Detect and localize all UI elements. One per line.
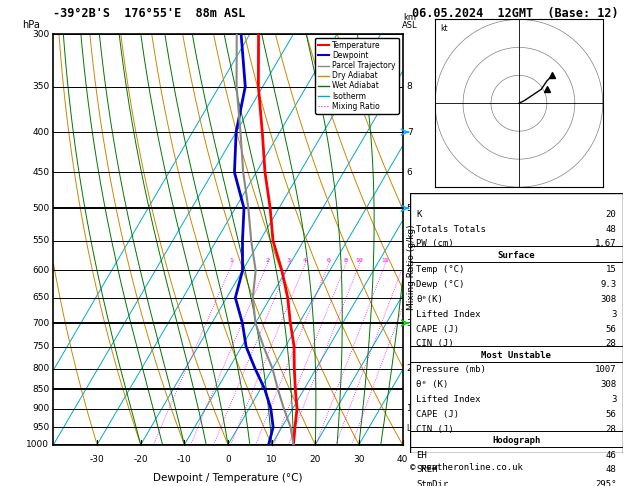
Text: 6: 6 [407, 168, 413, 177]
Text: 28: 28 [606, 339, 616, 348]
Text: 20: 20 [309, 455, 321, 464]
Text: 350: 350 [32, 82, 49, 91]
Text: 4: 4 [407, 266, 413, 275]
Text: 8: 8 [343, 258, 347, 262]
Text: 550: 550 [32, 236, 49, 245]
Text: 15: 15 [381, 258, 389, 262]
Text: θᵉ(K): θᵉ(K) [416, 295, 443, 304]
Text: 8: 8 [407, 82, 413, 91]
Text: EH: EH [416, 451, 427, 460]
Text: Hodograph: Hodograph [493, 436, 540, 445]
Text: Temp (°C): Temp (°C) [416, 265, 465, 274]
Text: 300: 300 [32, 30, 49, 38]
Text: Mixing Ratio (g/kg): Mixing Ratio (g/kg) [408, 225, 416, 310]
Text: Lifted Index: Lifted Index [416, 395, 481, 404]
Text: 1.67: 1.67 [595, 240, 616, 248]
Text: Lifted Index: Lifted Index [416, 310, 481, 319]
Text: 06.05.2024  12GMT  (Base: 12): 06.05.2024 12GMT (Base: 12) [412, 7, 618, 20]
Text: Pressure (mb): Pressure (mb) [416, 365, 486, 374]
Text: CAPE (J): CAPE (J) [416, 325, 460, 333]
Text: 950: 950 [32, 423, 49, 432]
Text: 40: 40 [397, 455, 408, 464]
Text: 46: 46 [606, 451, 616, 460]
Text: 2: 2 [265, 258, 269, 262]
Text: kt: kt [441, 24, 448, 33]
Text: 48: 48 [606, 466, 616, 474]
Text: Totals Totals: Totals Totals [416, 225, 486, 234]
Text: 700: 700 [32, 318, 49, 328]
Text: 7: 7 [407, 128, 413, 137]
Text: 400: 400 [32, 128, 49, 137]
Text: 20: 20 [606, 210, 616, 219]
Text: 3: 3 [287, 258, 291, 262]
Text: 15: 15 [606, 265, 616, 274]
Text: hPa: hPa [22, 20, 40, 30]
Text: -10: -10 [177, 455, 192, 464]
Text: 1: 1 [407, 404, 413, 413]
Text: 10: 10 [355, 258, 363, 262]
Text: 1: 1 [230, 258, 234, 262]
Text: 6: 6 [326, 258, 330, 262]
Text: θᵉ (K): θᵉ (K) [416, 380, 448, 389]
Text: 900: 900 [32, 404, 49, 413]
Text: 1007: 1007 [595, 365, 616, 374]
Text: 3: 3 [611, 310, 616, 319]
FancyBboxPatch shape [410, 193, 623, 453]
Text: Dewpoint / Temperature (°C): Dewpoint / Temperature (°C) [153, 473, 303, 484]
Text: 56: 56 [606, 410, 616, 419]
Text: 295°: 295° [595, 480, 616, 486]
Text: CAPE (J): CAPE (J) [416, 410, 460, 419]
Text: Surface: Surface [498, 250, 535, 260]
Text: 28: 28 [606, 425, 616, 434]
Text: 48: 48 [606, 225, 616, 234]
Text: 2: 2 [407, 364, 413, 373]
Text: 3: 3 [407, 318, 413, 328]
Text: K: K [416, 210, 422, 219]
Text: LCL: LCL [407, 424, 421, 434]
Text: 3: 3 [611, 395, 616, 404]
Text: CIN (J): CIN (J) [416, 425, 454, 434]
Text: 750: 750 [32, 342, 49, 351]
Text: 800: 800 [32, 364, 49, 373]
Text: -30: -30 [90, 455, 104, 464]
Text: 450: 450 [32, 168, 49, 177]
Text: CIN (J): CIN (J) [416, 339, 454, 348]
Text: © weatheronline.co.uk: © weatheronline.co.uk [410, 463, 523, 472]
Text: 308: 308 [600, 295, 616, 304]
Text: 650: 650 [32, 293, 49, 302]
Text: 600: 600 [32, 266, 49, 275]
Text: 308: 308 [600, 380, 616, 389]
Text: StmDir: StmDir [416, 480, 448, 486]
Text: 56: 56 [606, 325, 616, 333]
Text: 0: 0 [225, 455, 231, 464]
Text: 1000: 1000 [26, 440, 49, 449]
Text: km
ASL: km ASL [402, 13, 418, 30]
Text: -39°2B'S  176°55'E  88m ASL: -39°2B'S 176°55'E 88m ASL [53, 7, 246, 20]
Text: SREH: SREH [416, 466, 438, 474]
Text: -20: -20 [133, 455, 148, 464]
Text: Dewp (°C): Dewp (°C) [416, 280, 465, 289]
Text: 4: 4 [303, 258, 307, 262]
Text: 500: 500 [32, 204, 49, 213]
Text: 30: 30 [353, 455, 365, 464]
Text: 850: 850 [32, 385, 49, 394]
Text: PW (cm): PW (cm) [416, 240, 454, 248]
Text: 9.3: 9.3 [600, 280, 616, 289]
Text: 10: 10 [266, 455, 277, 464]
Text: 5: 5 [407, 204, 413, 213]
Legend: Temperature, Dewpoint, Parcel Trajectory, Dry Adiabat, Wet Adiabat, Isotherm, Mi: Temperature, Dewpoint, Parcel Trajectory… [315, 38, 399, 114]
Text: Most Unstable: Most Unstable [481, 350, 552, 360]
